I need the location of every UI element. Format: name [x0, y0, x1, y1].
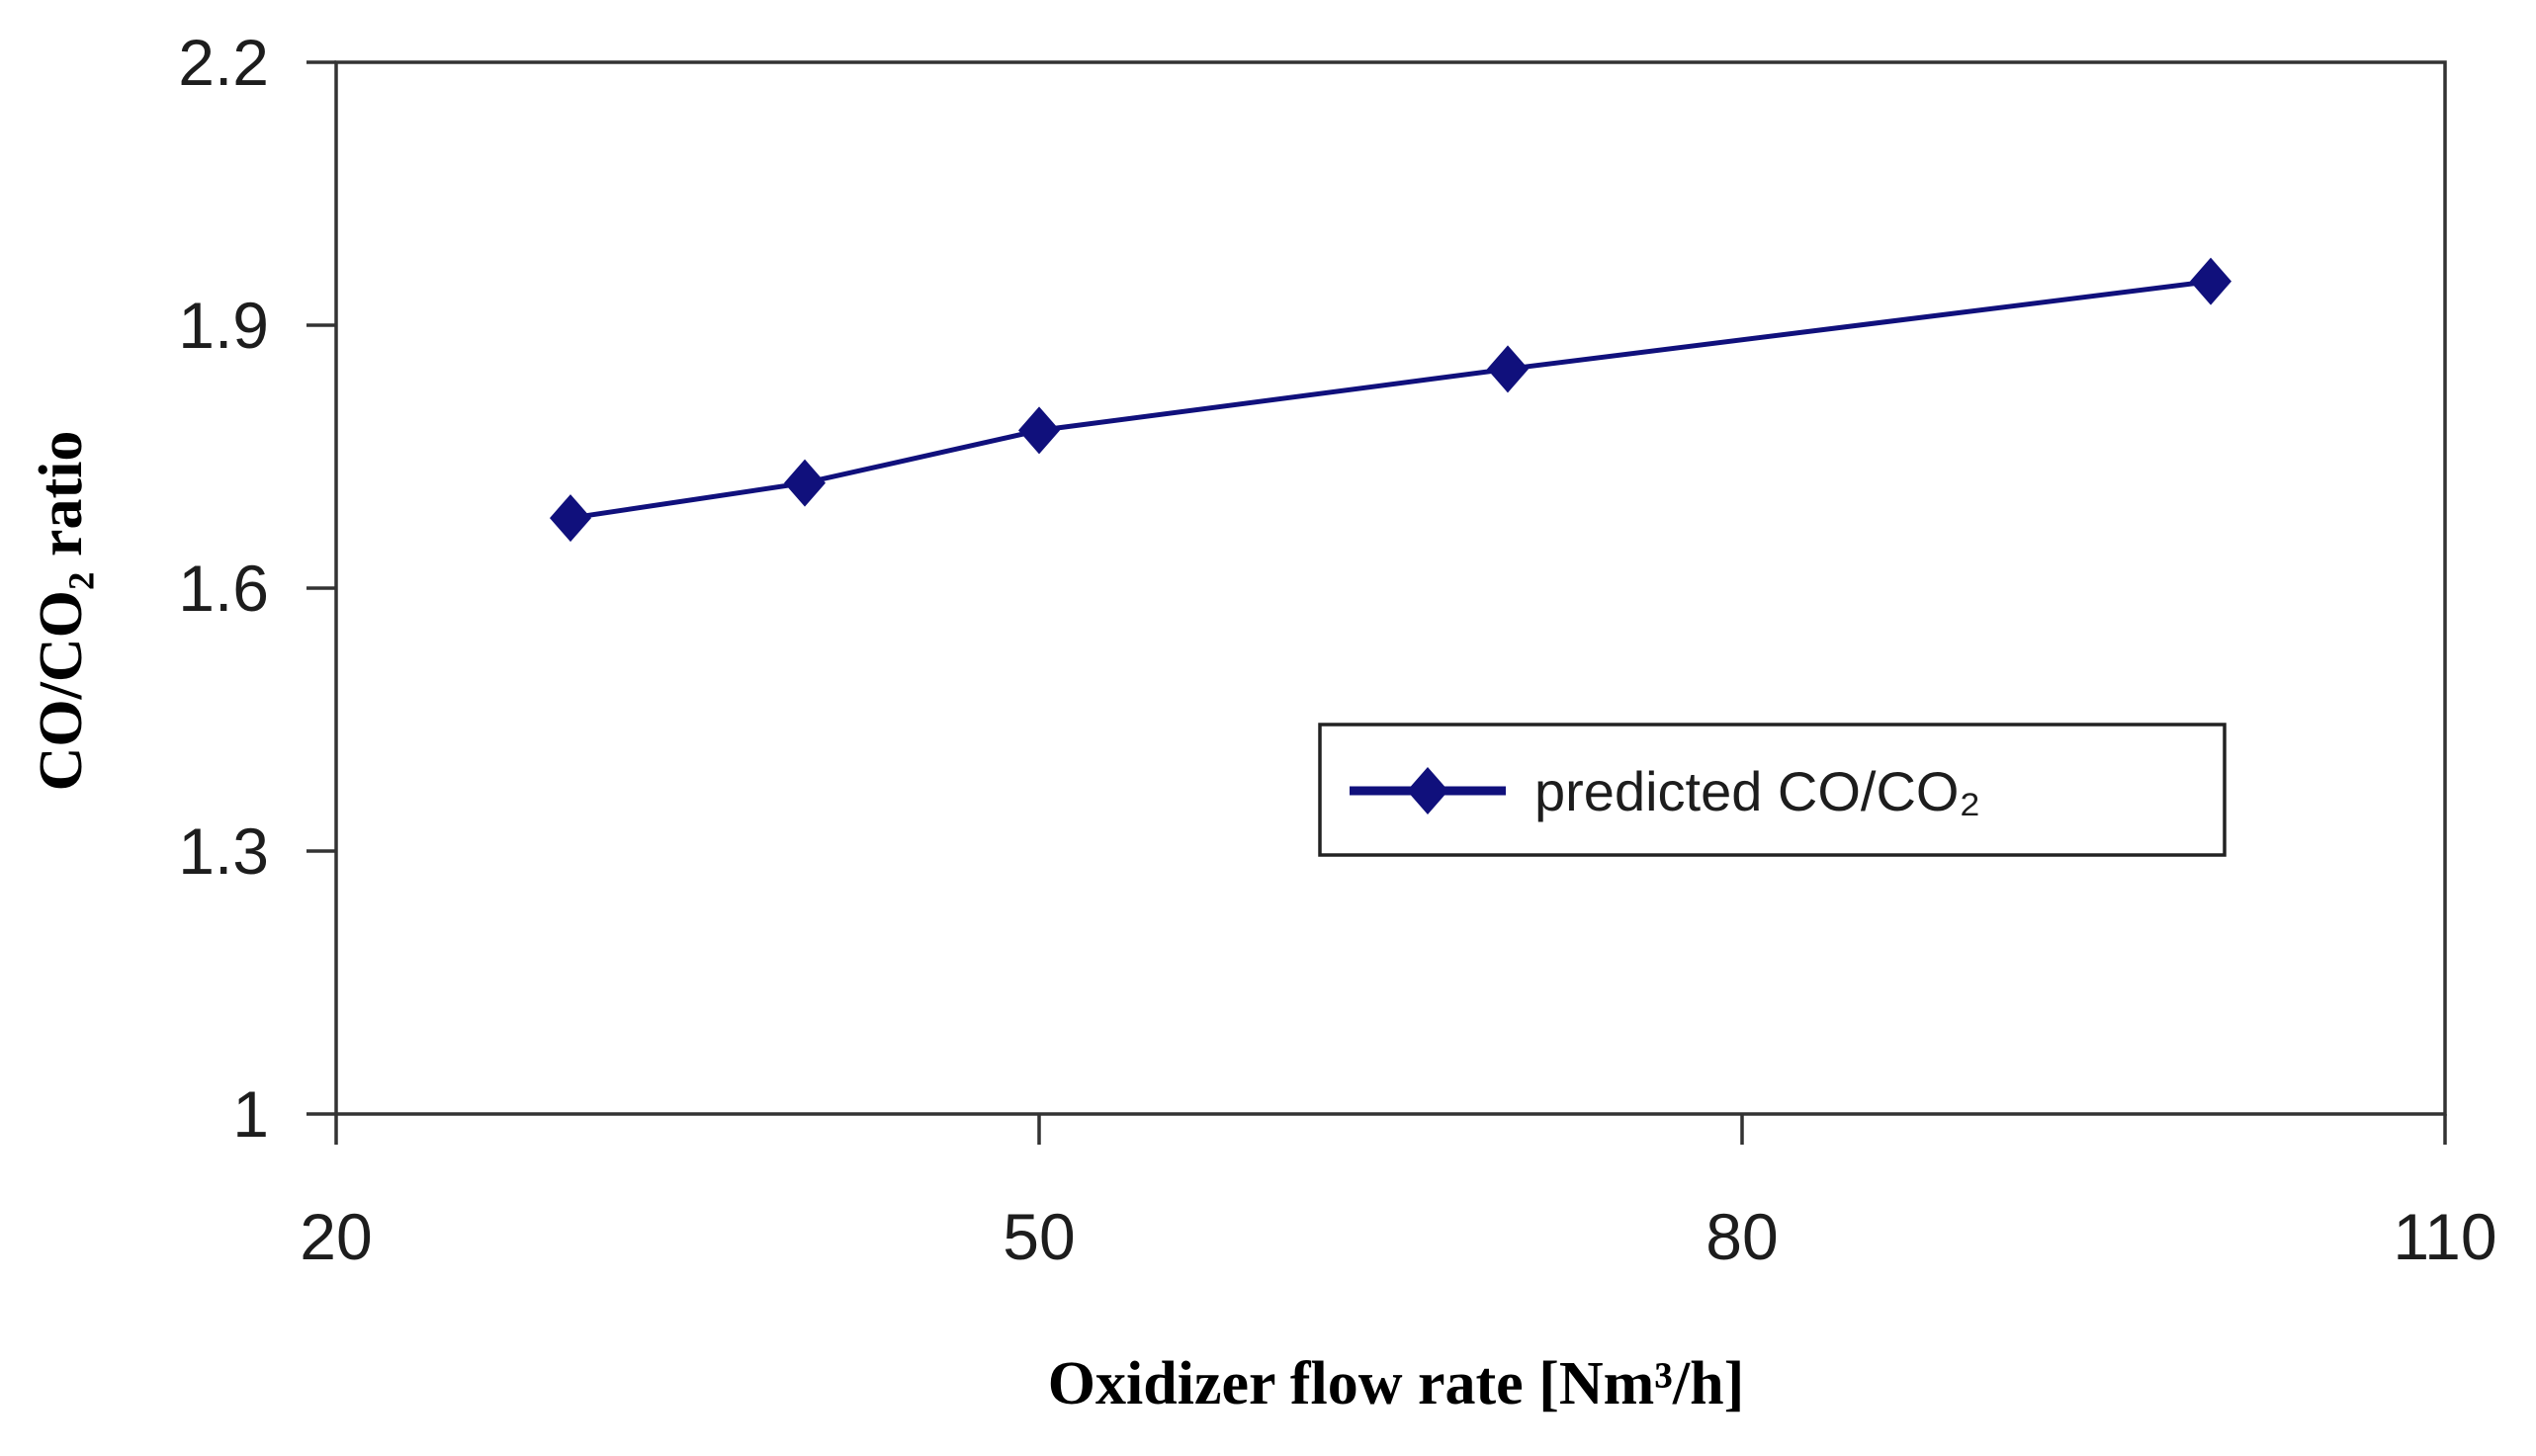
x-tick-label: 80: [1705, 1200, 1778, 1273]
x-axis-title: Oxidizer flow rate [Nm³/h]: [1048, 1350, 1744, 1417]
legend-box: [1318, 723, 2227, 857]
x-tick-label: 50: [1003, 1200, 1075, 1273]
x-tick-label: 110: [2393, 1200, 2496, 1273]
legend-label: predicted CO/CO₂: [1534, 760, 1980, 822]
y-tick-label: 2.2: [178, 26, 269, 99]
data-point-marker: [784, 459, 826, 507]
data-point-marker: [1018, 406, 1060, 455]
y-axis-title: CO/CO₂ ratio: [28, 431, 95, 792]
legend: predicted CO/CO₂: [1318, 723, 2227, 857]
y-tick-label: 1.9: [178, 289, 269, 362]
data-point-marker: [1487, 345, 1529, 393]
data-point-marker: [550, 494, 591, 543]
legend-swatch-marker: [1407, 767, 1448, 814]
y-tick-label: 1: [232, 1077, 269, 1151]
y-tick-label: 1.3: [178, 814, 269, 888]
data-point-marker: [2190, 257, 2231, 305]
data-series-layer: [550, 257, 2231, 543]
y-tick-label: 1.6: [178, 552, 269, 625]
x-tick-label: 20: [300, 1200, 372, 1273]
axis-ticks-layer: 20 50 80 110 1 1.3 1.6 1.9 2.2: [178, 26, 2496, 1273]
plot-area-frame: [334, 60, 2447, 1116]
legend-swatch: [1350, 767, 1506, 814]
